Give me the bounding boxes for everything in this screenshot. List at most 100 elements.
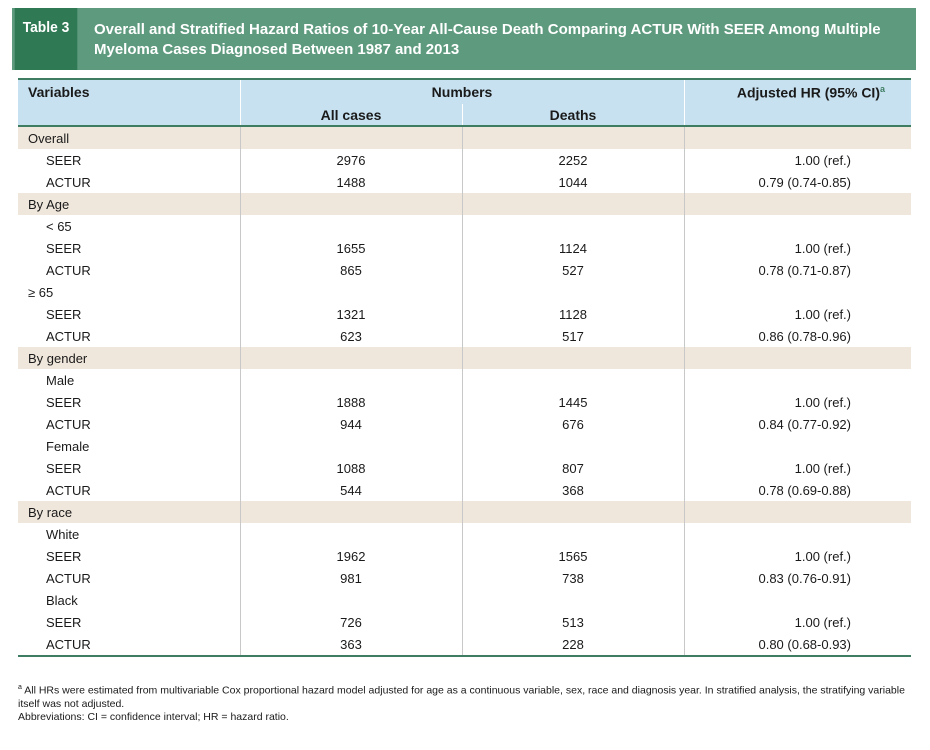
header-variables: Variables <box>18 78 240 104</box>
cell-adjusted-hr: 1.00 (ref.) <box>683 457 911 479</box>
cell-adjusted-hr <box>683 523 911 545</box>
cell-all-cases: 1488 <box>239 171 462 193</box>
cell-adjusted-hr: 1.00 (ref.) <box>683 303 911 325</box>
hazard-ratio-table: Variables Numbers Adjusted HR (95% CI)a … <box>18 78 911 657</box>
cell-deaths: 513 <box>461 611 684 633</box>
table-number-tag: Table 3 <box>14 8 78 70</box>
cell-deaths: 738 <box>461 567 684 589</box>
table-row: Male <box>18 369 911 391</box>
cell-adjusted-hr: 0.79 (0.74-0.85) <box>683 171 911 193</box>
cell-deaths: 1445 <box>461 391 684 413</box>
table-row: SEER 2976 2252 1.00 (ref.) <box>18 149 911 171</box>
cell-deaths <box>461 589 684 611</box>
cell-adjusted-hr: 1.00 (ref.) <box>683 237 911 259</box>
cell-adjusted-hr <box>683 193 911 215</box>
cell-deaths: 228 <box>461 633 684 657</box>
row-label: Male <box>46 372 75 388</box>
cell-adjusted-hr: 0.84 (0.77-0.92) <box>683 413 911 435</box>
cell-all-cases: 623 <box>239 325 462 347</box>
cell-deaths: 676 <box>461 413 684 435</box>
cell-all-cases <box>239 369 462 391</box>
cell-adjusted-hr <box>683 589 911 611</box>
table-row: ACTUR 865 527 0.78 (0.71-0.87) <box>18 259 911 281</box>
row-label: ACTUR <box>46 174 91 190</box>
cell-all-cases: 1888 <box>239 391 462 413</box>
table-row: Black <box>18 589 911 611</box>
footnote-a-text: All HRs were estimated from multivariabl… <box>18 684 905 710</box>
table-footnotes: a All HRs were estimated from multivaria… <box>18 681 911 724</box>
table-title-bar: Table 3 Overall and Stratified Hazard Ra… <box>12 8 916 70</box>
row-label: ACTUR <box>46 570 91 586</box>
table-body: Overall SEER 2976 2252 1.00 (ref.) ACTUR 1488 1… <box>18 126 911 657</box>
row-label: ACTUR <box>46 328 91 344</box>
cell-all-cases: 726 <box>239 611 462 633</box>
row-label: SEER <box>46 548 82 564</box>
cell-deaths <box>461 501 684 523</box>
cell-adjusted-hr: 0.83 (0.76-0.91) <box>683 567 911 589</box>
cell-deaths: 527 <box>461 259 684 281</box>
cell-adjusted-hr: 1.00 (ref.) <box>683 391 911 413</box>
table-row: ≥ 65 <box>18 281 911 303</box>
table-row: ACTUR 944 676 0.84 (0.77-0.92) <box>18 413 911 435</box>
table-row: SEER 726 513 1.00 (ref.) <box>18 611 911 633</box>
row-label: By gender <box>18 347 240 369</box>
header-blank-hr <box>683 104 911 127</box>
cell-deaths <box>461 126 684 149</box>
table-row: SEER 1655 1124 1.00 (ref.) <box>18 237 911 259</box>
cell-all-cases <box>239 215 462 237</box>
cell-adjusted-hr: 0.78 (0.69-0.88) <box>683 479 911 501</box>
cell-adjusted-hr <box>683 281 911 303</box>
header-adjusted-hr-footnote-mark: a <box>879 83 885 94</box>
cell-adjusted-hr <box>683 126 911 149</box>
table-row: ACTUR 623 517 0.86 (0.78-0.96) <box>18 325 911 347</box>
cell-deaths: 368 <box>461 479 684 501</box>
header-adjusted-hr: Adjusted HR (95% CI)a <box>683 78 911 104</box>
cell-all-cases <box>239 126 462 149</box>
table-row: ACTUR 544 368 0.78 (0.69-0.88) <box>18 479 911 501</box>
row-label: ACTUR <box>18 633 240 657</box>
header-numbers: Numbers <box>239 78 684 104</box>
table-row: White <box>18 523 911 545</box>
cell-all-cases: 1321 <box>239 303 462 325</box>
table-row: By race <box>18 501 911 523</box>
cell-all-cases: 981 <box>239 567 462 589</box>
table-row: By gender <box>18 347 911 369</box>
cell-all-cases <box>239 589 462 611</box>
cell-adjusted-hr <box>683 347 911 369</box>
table-row: Female <box>18 435 911 457</box>
cell-all-cases: 2976 <box>239 149 462 171</box>
footnote-a: a All HRs were estimated from multivaria… <box>18 681 911 711</box>
cell-deaths: 1124 <box>461 237 684 259</box>
cell-deaths: 1128 <box>461 303 684 325</box>
cell-all-cases <box>239 347 462 369</box>
row-label: < 65 <box>46 218 72 234</box>
row-label: Overall <box>18 126 240 149</box>
row-label: ACTUR <box>46 262 91 278</box>
table-row: Overall <box>18 126 911 149</box>
table-title: Overall and Stratified Hazard Ratios of … <box>94 21 881 58</box>
row-label: ACTUR <box>46 416 91 432</box>
footnote-abbreviations: Abbreviations: CI = confidence interval;… <box>18 710 289 723</box>
cell-deaths: 1565 <box>461 545 684 567</box>
cell-adjusted-hr: 0.78 (0.71-0.87) <box>683 259 911 281</box>
cell-adjusted-hr <box>683 215 911 237</box>
cell-all-cases: 1962 <box>239 545 462 567</box>
table-row: SEER 1962 1565 1.00 (ref.) <box>18 545 911 567</box>
cell-all-cases <box>239 193 462 215</box>
header-adjusted-hr-label: Adjusted HR (95% CI) <box>736 84 880 101</box>
cell-deaths <box>461 523 684 545</box>
cell-adjusted-hr: 1.00 (ref.) <box>683 545 911 567</box>
cell-adjusted-hr <box>683 501 911 523</box>
table-row: SEER 1321 1128 1.00 (ref.) <box>18 303 911 325</box>
table-row: SEER 1088 807 1.00 (ref.) <box>18 457 911 479</box>
header-deaths: Deaths <box>461 104 684 127</box>
table-row: By Age <box>18 193 911 215</box>
table-row: SEER 1888 1445 1.00 (ref.) <box>18 391 911 413</box>
row-label: Female <box>46 438 90 454</box>
row-label: SEER <box>46 152 82 168</box>
cell-deaths <box>461 347 684 369</box>
table-row: ACTUR 363 228 0.80 (0.68-0.93) <box>18 633 911 657</box>
row-label: SEER <box>46 460 82 476</box>
cell-adjusted-hr <box>683 435 911 457</box>
cell-deaths <box>461 193 684 215</box>
